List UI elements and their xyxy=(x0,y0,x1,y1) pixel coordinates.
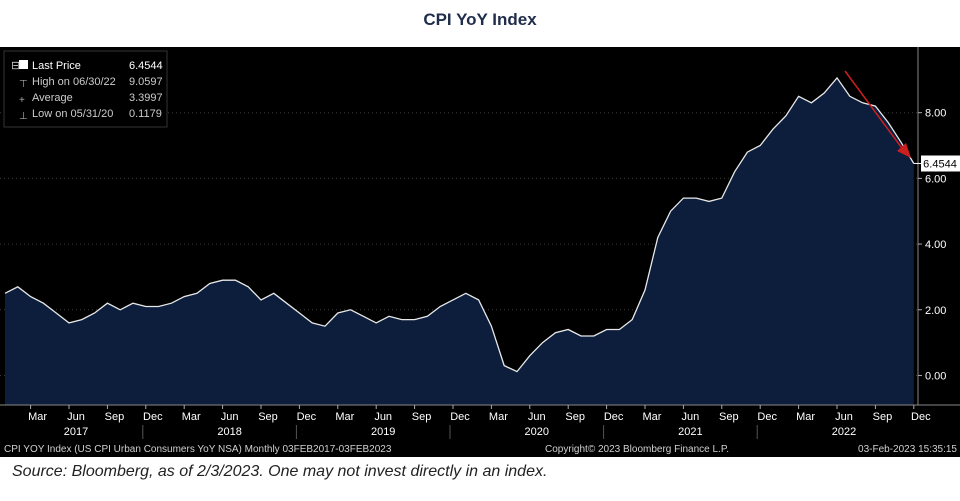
footer-copyright: Copyright© 2023 Bloomberg Finance L.P. xyxy=(545,444,729,455)
legend-label-average: Average xyxy=(32,92,73,104)
x-axis: Mar Jun Sep Dec Mar Jun Sep Dec Mar Jun Sep Dec Mar J… xyxy=(28,405,931,439)
legend-label-high: High on 06/30/22 xyxy=(32,76,116,88)
legend-value-average: 3.3997 xyxy=(129,92,163,104)
source-note: Source: Bloomberg, as of 2/3/2023. One m… xyxy=(12,463,548,480)
y-tick-label: 2.00 xyxy=(925,305,946,317)
low-marker-icon: ⊥ xyxy=(19,111,28,122)
area-series xyxy=(4,76,915,406)
x-tick-label: Dec xyxy=(604,411,624,423)
x-tick-label: Mar xyxy=(335,411,354,423)
x-year-label: 2021 xyxy=(678,426,702,438)
last-price-box xyxy=(921,155,960,172)
high-marker-icon: ⊤ xyxy=(19,79,28,90)
legend-box xyxy=(3,50,168,128)
trend-arrow-head xyxy=(897,143,911,158)
y-tick-label: 8.00 xyxy=(925,108,946,120)
x-tick-label: Sep xyxy=(565,411,585,423)
x-tick-label: Mar xyxy=(643,411,662,423)
x-tick-label: Jun xyxy=(221,411,239,423)
x-tick-label: Dec xyxy=(911,411,931,423)
x-year-label: 2022 xyxy=(832,426,856,438)
last-price-tag: 6.4544 xyxy=(913,155,960,172)
x-tick-label: Jun xyxy=(835,411,853,423)
x-tick-label: Jun xyxy=(682,411,700,423)
legend-value-last: 6.4544 xyxy=(129,60,163,72)
x-tick-label: Sep xyxy=(412,411,432,423)
trend-arrow xyxy=(844,70,911,158)
x-tick-label: Dec xyxy=(297,411,317,423)
x-tick-label: Mar xyxy=(796,411,815,423)
x-tick-label: Mar xyxy=(489,411,508,423)
chart-panel: 0.00 2.00 4.00 6.00 8.00 Mar Jun Sep Dec Mar Jun S… xyxy=(0,47,960,457)
legend-value-high: 9.0597 xyxy=(129,76,163,88)
x-tick-label: Sep xyxy=(873,411,893,423)
x-year-label: 2019 xyxy=(371,426,395,438)
legend-handle: ⊟ xyxy=(11,60,20,72)
legend: ⊟ ⊤ + ⊥ Last Price 6.4544 High on 06/30/… xyxy=(3,50,168,128)
trend-arrow-line xyxy=(844,70,905,152)
last-price-swatch xyxy=(19,60,28,69)
series-line xyxy=(4,76,915,373)
y-axis: 0.00 2.00 4.00 6.00 8.00 xyxy=(0,47,960,406)
chart-footer: CPI YOY Index (US CPI Urban Consumers Yo… xyxy=(4,444,957,455)
x-tick-label: Dec xyxy=(143,411,163,423)
average-marker-icon: + xyxy=(19,95,25,106)
cpi-chart: 0.00 2.00 4.00 6.00 8.00 Mar Jun Sep Dec Mar Jun S… xyxy=(0,47,960,457)
x-tick-label: Dec xyxy=(757,411,777,423)
footer-timestamp: 03-Feb-2023 15:35:15 xyxy=(858,444,957,455)
legend-value-low: 0.1179 xyxy=(129,108,162,120)
footer-description: CPI YOY Index (US CPI Urban Consumers Yo… xyxy=(4,444,392,455)
x-year-label: 2020 xyxy=(525,426,549,438)
x-tick-label: Sep xyxy=(719,411,739,423)
x-tick-label: Mar xyxy=(182,411,201,423)
x-tick-label: Jun xyxy=(67,411,85,423)
x-tick-label: Sep xyxy=(105,411,125,423)
x-tick-label: Sep xyxy=(258,411,278,423)
x-tick-label: Jun xyxy=(374,411,392,423)
x-year-label: 2017 xyxy=(64,426,88,438)
x-tick-label: Dec xyxy=(450,411,470,423)
last-price-value: 6.4544 xyxy=(923,159,957,171)
legend-label-last: Last Price xyxy=(32,60,81,72)
y-tick-label: 6.00 xyxy=(925,173,946,185)
legend-label-low: Low on 05/31/20 xyxy=(32,108,113,120)
x-tick-label: Jun xyxy=(528,411,546,423)
y-tick-label: 4.00 xyxy=(925,239,946,251)
x-year-label: 2018 xyxy=(217,426,241,438)
page-title: CPI YoY Index xyxy=(423,10,537,29)
x-tick-label: Mar xyxy=(28,411,47,423)
area-fill xyxy=(5,77,914,406)
y-tick-label: 0.00 xyxy=(925,370,946,382)
